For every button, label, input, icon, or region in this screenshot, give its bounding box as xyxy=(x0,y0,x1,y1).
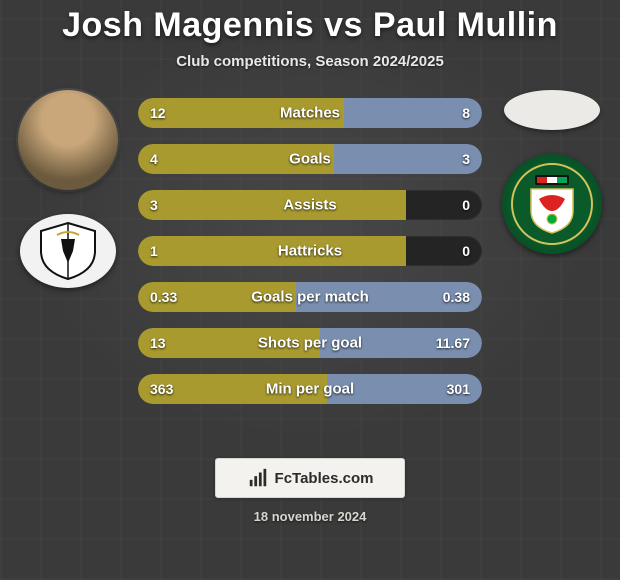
footer-site-name: FcTables.com xyxy=(275,470,374,487)
left-player-column xyxy=(8,90,128,288)
stat-value-left: 12 xyxy=(150,105,166,121)
bar-fill-left xyxy=(138,190,406,220)
shield-icon xyxy=(33,221,103,281)
player-photo-left xyxy=(18,90,118,190)
stat-row: 1 0 Hattricks xyxy=(138,236,482,266)
right-player-column xyxy=(492,90,612,254)
stat-row: 4 3 Goals xyxy=(138,144,482,174)
subtitle: Club competitions, Season 2024/2025 xyxy=(0,53,620,70)
stat-row: 12 8 Matches xyxy=(138,98,482,128)
stat-value-right: 3 xyxy=(462,151,470,167)
club-crest-right xyxy=(502,154,602,254)
stat-value-left: 0.33 xyxy=(150,289,177,305)
stat-value-left: 13 xyxy=(150,335,166,351)
stat-bars: 12 8 Matches 4 3 Goals 3 0 Assists 1 0 Hattricks 0.3… xyxy=(138,98,482,404)
main-area: 12 8 Matches 4 3 Goals 3 0 Assists 1 0 Hattricks 0.3… xyxy=(0,98,620,418)
stat-label: Goals per match xyxy=(251,289,369,306)
comparison-card: Josh Magennis vs Paul Mullin Club compet… xyxy=(0,0,620,580)
stat-label: Goals xyxy=(289,151,331,168)
chart-icon xyxy=(247,467,269,489)
stat-value-left: 1 xyxy=(150,243,158,259)
stat-value-right: 0.38 xyxy=(443,289,470,305)
shield-icon xyxy=(509,161,595,247)
player-photo-right xyxy=(504,90,600,130)
page-title: Josh Magennis vs Paul Mullin xyxy=(0,6,620,45)
footer-date: 18 november 2024 xyxy=(254,509,367,524)
bar-fill-left xyxy=(138,236,406,266)
club-crest-left xyxy=(20,214,116,288)
stat-value-left: 363 xyxy=(150,381,173,397)
stat-value-right: 11.67 xyxy=(436,335,470,351)
footer-logo: FcTables.com xyxy=(215,458,405,498)
stat-value-right: 0 xyxy=(462,197,470,213)
stat-label: Shots per goal xyxy=(258,335,362,352)
stat-row: 3 0 Assists xyxy=(138,190,482,220)
stat-value-left: 4 xyxy=(150,151,158,167)
stat-label: Matches xyxy=(280,105,340,122)
bar-fill-right xyxy=(334,144,482,174)
stat-row: 0.33 0.38 Goals per match xyxy=(138,282,482,312)
stat-row: 363 301 Min per goal xyxy=(138,374,482,404)
stat-value-left: 3 xyxy=(150,197,158,213)
stat-label: Hattricks xyxy=(278,243,342,260)
stat-label: Min per goal xyxy=(266,381,354,398)
stat-value-right: 301 xyxy=(447,381,470,397)
stat-row: 13 11.67 Shots per goal xyxy=(138,328,482,358)
stat-value-right: 8 xyxy=(462,105,470,121)
stat-value-right: 0 xyxy=(462,243,470,259)
stat-label: Assists xyxy=(283,197,336,214)
